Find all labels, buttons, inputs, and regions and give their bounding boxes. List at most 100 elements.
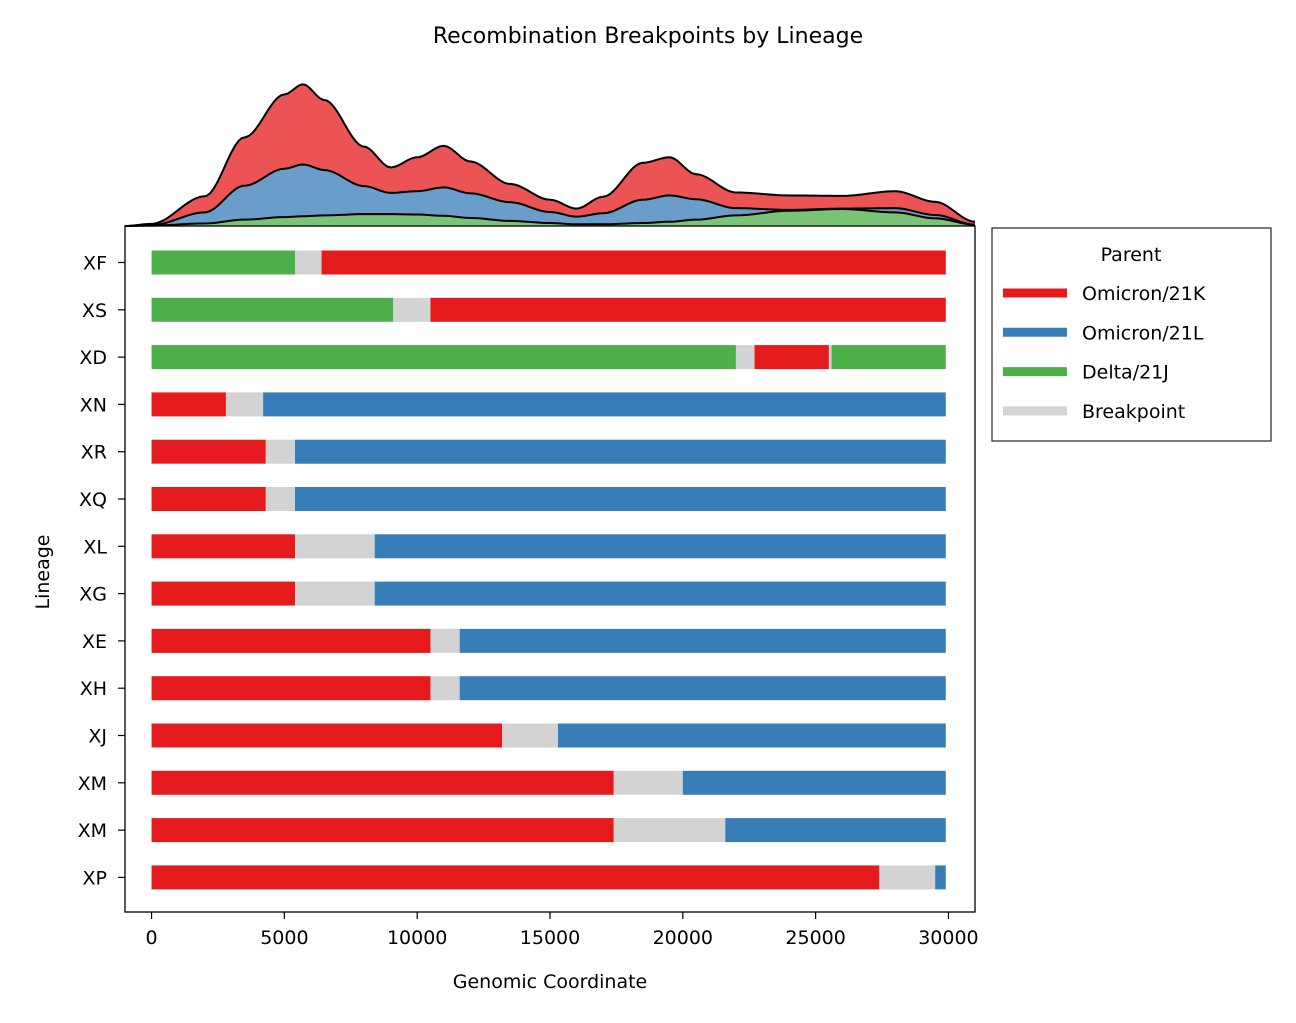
density-layer bbox=[125, 84, 975, 226]
bar-segment bbox=[151, 487, 266, 511]
bar-segment bbox=[295, 534, 375, 559]
bar-segment bbox=[374, 581, 946, 606]
lineage-bar bbox=[151, 581, 946, 606]
y-tick-label: XP bbox=[83, 867, 107, 889]
bar-segment bbox=[151, 297, 394, 322]
legend-entry: Omicron/21K bbox=[1003, 283, 1206, 305]
bar-segment bbox=[557, 723, 946, 748]
bar-segment bbox=[613, 818, 726, 843]
x-tick-label: 20000 bbox=[653, 927, 713, 949]
density-layer bbox=[125, 164, 975, 226]
plot-frame bbox=[124, 225, 976, 913]
bar-segment bbox=[430, 628, 460, 653]
y-tick-label: XG bbox=[79, 584, 107, 606]
lineage-bar bbox=[151, 818, 946, 843]
bar-segment bbox=[459, 628, 946, 653]
bar-segment bbox=[151, 250, 295, 275]
x-tick-label: 10000 bbox=[387, 927, 447, 949]
legend-entry: Breakpoint bbox=[1003, 401, 1185, 423]
lineage-bar bbox=[151, 770, 946, 795]
lineage-bar bbox=[151, 676, 946, 701]
y-tick-label: XF bbox=[83, 253, 107, 275]
bar-segment bbox=[151, 676, 431, 701]
lineage-bar bbox=[151, 865, 946, 890]
legend-entry: Delta/21J bbox=[1003, 362, 1169, 384]
lineage-bar bbox=[151, 392, 946, 417]
lineage-bar bbox=[151, 345, 946, 370]
bar-segment bbox=[151, 818, 614, 843]
legend-entry: Omicron/21L bbox=[1003, 322, 1204, 344]
y-tick-label: XQ bbox=[79, 489, 107, 511]
density-plot bbox=[124, 83, 976, 227]
bar-segment bbox=[151, 345, 736, 370]
lineage-bar bbox=[151, 297, 946, 322]
x-axis: 0 5000 10000 15000 20000 25000 30000 bbox=[146, 912, 979, 949]
y-tick-label: XR bbox=[81, 442, 107, 464]
bar-segment bbox=[265, 487, 295, 511]
bar-area bbox=[151, 250, 946, 890]
bar-segment bbox=[151, 581, 295, 606]
bar-segment bbox=[754, 345, 829, 370]
bar-segment bbox=[831, 345, 946, 370]
bar-segment bbox=[502, 723, 558, 748]
y-tick-label: XM bbox=[78, 773, 107, 795]
bar-segment bbox=[151, 439, 266, 464]
lineage-bar bbox=[151, 534, 946, 559]
lineage-bar bbox=[151, 628, 946, 653]
bar-segment bbox=[151, 392, 226, 417]
bar-segment bbox=[225, 392, 264, 417]
y-tick-label: XL bbox=[83, 536, 107, 558]
bar-segment bbox=[151, 534, 295, 559]
bar-segment bbox=[725, 818, 946, 843]
bar-segment bbox=[321, 250, 946, 275]
lineage-bar bbox=[151, 250, 946, 275]
bar-segment bbox=[430, 297, 946, 322]
bar-segment bbox=[151, 628, 431, 653]
lineage-bar bbox=[151, 439, 946, 464]
bar-segment bbox=[459, 676, 946, 701]
bar-segment bbox=[295, 581, 375, 606]
bar-segment bbox=[151, 865, 880, 890]
x-tick-label: 30000 bbox=[918, 927, 978, 949]
x-tick-label: 0 bbox=[146, 927, 158, 949]
bar-segment bbox=[735, 345, 755, 370]
legend: Parent Omicron/21K Omicron/21L Delta/21J Br… bbox=[991, 227, 1272, 442]
lineage-bar bbox=[151, 487, 946, 511]
bar-segment bbox=[374, 534, 946, 559]
x-tick-label: 5000 bbox=[260, 927, 308, 949]
legend-label: Omicron/21K bbox=[1082, 283, 1206, 305]
density-outline bbox=[124, 83, 976, 227]
chart-title: Recombination Breakpoints by Lineage bbox=[433, 24, 863, 49]
bar-segment bbox=[265, 439, 295, 464]
bar-segment bbox=[295, 250, 322, 275]
legend-label: Delta/21J bbox=[1082, 362, 1169, 384]
bar-segment bbox=[682, 770, 946, 795]
y-tick-label: XN bbox=[80, 394, 107, 416]
bar-segment bbox=[879, 865, 936, 890]
x-tick-label: 15000 bbox=[520, 927, 580, 949]
legend-title: Parent bbox=[1101, 244, 1162, 266]
y-axis-label: Lineage bbox=[32, 535, 54, 610]
lineage-bar bbox=[151, 723, 946, 748]
y-tick-label: XD bbox=[79, 347, 107, 369]
bar-segment bbox=[295, 439, 946, 464]
density-outline bbox=[124, 163, 976, 227]
y-tick-label: XS bbox=[82, 300, 107, 322]
legend-label: Omicron/21L bbox=[1082, 322, 1204, 344]
y-tick-label: XH bbox=[80, 678, 107, 700]
y-axis: XF XS XD XN XR XQ XL XG XE XH XJ XM XM XP bbox=[78, 253, 125, 889]
x-tick-label: 25000 bbox=[785, 927, 845, 949]
bar-segment bbox=[828, 345, 832, 370]
bar-segment bbox=[393, 297, 431, 322]
bar-segment bbox=[935, 865, 946, 890]
y-tick-label: XM bbox=[78, 820, 107, 842]
y-tick-label: XE bbox=[82, 631, 107, 653]
bar-segment bbox=[263, 392, 946, 417]
bar-segment bbox=[295, 487, 946, 511]
y-tick-label: XJ bbox=[88, 726, 107, 748]
x-axis-label: Genomic Coordinate bbox=[453, 971, 648, 993]
bar-segment bbox=[430, 676, 460, 701]
bar-segment bbox=[151, 770, 614, 795]
bar-segment bbox=[613, 770, 683, 795]
